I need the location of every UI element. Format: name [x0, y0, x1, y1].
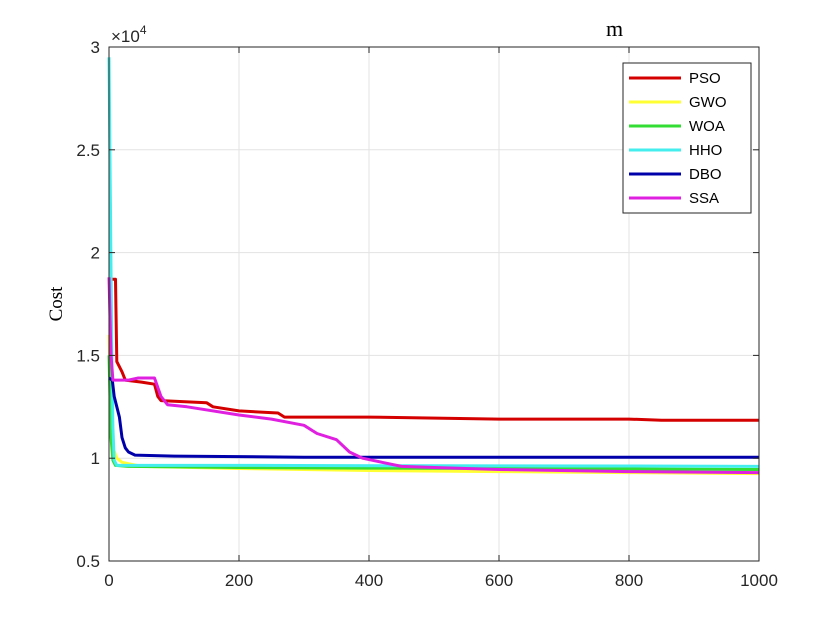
y-tick-label: 2: [91, 244, 100, 263]
series-line-dbo: [108, 376, 759, 459]
legend-label-pso: PSO: [689, 70, 721, 87]
series-line-ssa: [107, 277, 760, 475]
x-tick-label: 600: [485, 571, 513, 590]
x-tick-label: 200: [225, 571, 253, 590]
legend: PSO GWO WOA HHO DBO SSA: [622, 62, 752, 214]
y-tick-label: 1.5: [76, 346, 100, 365]
legend-label-dbo: DBO: [689, 166, 722, 183]
series-lines: [107, 57, 760, 476]
legend-label-hho: HHO: [689, 142, 722, 159]
series-line-hho: [107, 57, 760, 468]
y-tick-label: 2.5: [76, 141, 100, 160]
y-multiplier: ×104: [111, 23, 147, 46]
x-tick-label: 1000: [740, 571, 778, 590]
y-multiplier-exponent: 4: [140, 23, 147, 37]
legend-label-woa: WOA: [689, 118, 725, 135]
x-tick-label: 400: [355, 571, 383, 590]
chart-title: m: [606, 16, 623, 41]
series-line-pso: [109, 277, 759, 422]
x-tick-label: 800: [615, 571, 643, 590]
legend-box: [622, 62, 752, 214]
legend-label-ssa: SSA: [689, 190, 719, 207]
plot-frame: [108, 46, 760, 562]
y-axis-label: Cost: [46, 286, 67, 322]
axis-ticks: 0 200 400 600 800 1000 0.5 1 1.5 2 2.5 3: [76, 38, 778, 590]
legend-label-gwo: GWO: [689, 94, 727, 111]
y-tick-label: 1: [91, 449, 100, 468]
y-tick-label: 3: [91, 38, 100, 57]
y-multiplier-base: ×10: [111, 27, 140, 46]
x-tick-label: 0: [104, 571, 113, 590]
y-tick-label: 0.5: [76, 552, 100, 571]
